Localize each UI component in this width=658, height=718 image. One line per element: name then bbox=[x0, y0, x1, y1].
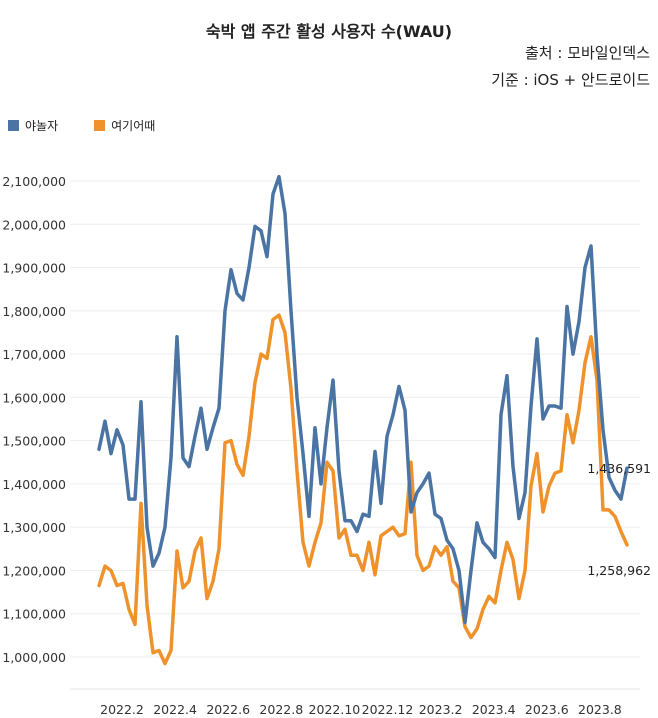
legend-swatch bbox=[94, 120, 106, 131]
legend: 야놀자 여기어때 bbox=[8, 117, 155, 134]
y-tick-label: 1,400,000 bbox=[2, 477, 66, 492]
legend-label: 야놀자 bbox=[25, 119, 59, 133]
y-tick-label: 1,800,000 bbox=[2, 304, 66, 319]
x-tick-label: 2023.8 bbox=[578, 702, 622, 717]
basis-note: 기준 : iOS + 안드로이드 bbox=[491, 71, 650, 89]
end-value-label: 1,436,591 bbox=[587, 461, 651, 476]
source-note: 출처 : 모바일인덱스 bbox=[525, 44, 650, 62]
y-tick-label: 1,500,000 bbox=[2, 434, 66, 449]
series-line-yanolja bbox=[97, 174, 629, 625]
x-tick-label: 2022.10 bbox=[309, 702, 361, 717]
y-tick-label: 1,200,000 bbox=[2, 563, 66, 578]
x-tick-label: 2022.6 bbox=[206, 702, 250, 717]
x-tick-label: 2022.12 bbox=[362, 702, 414, 717]
legend-label: 여기어때 bbox=[111, 119, 156, 133]
legend-item-yanolja[interactable]: 야놀자 bbox=[8, 117, 58, 134]
x-tick-label: 2023.2 bbox=[419, 702, 463, 717]
x-tick-label: 2023.6 bbox=[525, 702, 569, 717]
y-tick-label: 1,900,000 bbox=[2, 261, 66, 276]
x-tick-label: 2022.4 bbox=[153, 702, 197, 717]
y-tick-label: 1,100,000 bbox=[2, 607, 66, 622]
y-tick-label: 2,000,000 bbox=[2, 217, 66, 232]
legend-item-yeogieottae[interactable]: 여기어때 bbox=[94, 117, 155, 134]
x-tick-label: 2023.4 bbox=[472, 702, 516, 717]
x-tick-label: 2022.8 bbox=[259, 702, 303, 717]
series-line-yeogieottae bbox=[97, 313, 629, 666]
y-tick-label: 1,000,000 bbox=[2, 650, 66, 665]
y-tick-label: 1,700,000 bbox=[2, 347, 66, 362]
y-tick-label: 1,600,000 bbox=[2, 390, 66, 405]
end-value-label: 1,258,962 bbox=[587, 563, 651, 578]
y-tick-label: 2,100,000 bbox=[2, 174, 66, 189]
legend-swatch bbox=[8, 120, 19, 131]
chart-title: 숙박 앱 주간 활성 사용자 수(WAU) bbox=[205, 22, 453, 41]
y-tick-label: 1,300,000 bbox=[2, 520, 66, 535]
x-tick-label: 2022.2 bbox=[100, 702, 144, 717]
